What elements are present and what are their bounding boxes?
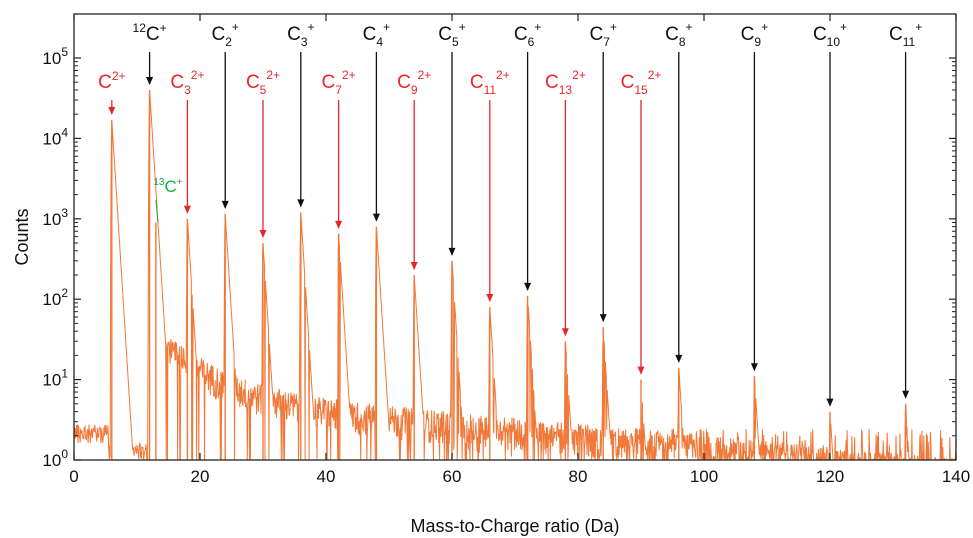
arrow-head bbox=[448, 247, 456, 256]
ion-label: C5+ bbox=[438, 20, 465, 49]
ion-label: C2+ bbox=[211, 20, 238, 49]
arrow-head bbox=[902, 390, 910, 399]
isotope-leader bbox=[155, 199, 159, 223]
y-tick-label: 101 bbox=[42, 367, 68, 390]
arrow-head bbox=[108, 106, 116, 115]
arrow-head bbox=[750, 363, 758, 372]
ion-label: C92+ bbox=[397, 68, 431, 97]
x-axis-title: Mass-to-Charge ratio (Da) bbox=[410, 516, 619, 536]
ion-label: C52+ bbox=[246, 68, 280, 97]
arrow-head bbox=[561, 328, 569, 337]
y-tick-label: 104 bbox=[42, 125, 68, 148]
ion-label: C10+ bbox=[813, 20, 847, 49]
ion-label: C2+ bbox=[98, 69, 125, 93]
y-tick-label: 102 bbox=[42, 286, 68, 309]
arrow-head bbox=[599, 314, 607, 323]
y-tick-label: 100 bbox=[42, 447, 68, 470]
ion-label: C11+ bbox=[889, 20, 922, 49]
arrow-head bbox=[826, 398, 834, 407]
spectrum-layer bbox=[74, 89, 956, 460]
x-tick-label: 120 bbox=[816, 467, 844, 486]
ion-label: C32+ bbox=[170, 68, 204, 97]
spectrum-trace bbox=[74, 93, 956, 460]
arrow-head bbox=[637, 366, 645, 375]
plot-frame bbox=[73, 13, 957, 461]
ion-label: 12C+ bbox=[133, 21, 167, 45]
ion-label: C72+ bbox=[322, 68, 356, 97]
tick-layer: 0 20 40 60 80 100 120 140 100 101 102 103 104 105 bbox=[42, 14, 970, 486]
ion-label: C4+ bbox=[363, 20, 390, 49]
x-tick-label: 80 bbox=[569, 467, 588, 486]
ion-label: C8+ bbox=[665, 20, 692, 49]
arrow-head bbox=[259, 230, 267, 239]
arrow-head bbox=[372, 213, 380, 222]
arrow-layer bbox=[108, 52, 910, 407]
y-axis-title: Counts bbox=[12, 208, 32, 265]
x-tick-label: 60 bbox=[443, 467, 462, 486]
arrow-head bbox=[183, 205, 191, 214]
ion-label: C112+ bbox=[470, 68, 510, 97]
arrow-head bbox=[486, 293, 494, 302]
ion-label: C9+ bbox=[741, 20, 768, 49]
arrow-head bbox=[335, 220, 343, 229]
arrow-head bbox=[297, 199, 305, 208]
annotation-layer: C2+12C+13C+C32+C2+C52+C3+C72+C4+C92+C5+C… bbox=[98, 20, 922, 196]
ion-label: C152+ bbox=[621, 68, 662, 97]
x-tick-label: 140 bbox=[942, 467, 970, 486]
arrow-head bbox=[410, 261, 418, 270]
label-13C+: 13C+ bbox=[153, 177, 182, 196]
y-tick-label: 105 bbox=[42, 45, 68, 68]
x-tick-label: 100 bbox=[690, 467, 718, 486]
arrow-head bbox=[221, 200, 229, 209]
arrow-head bbox=[524, 282, 532, 291]
ion-label: C132+ bbox=[545, 68, 586, 97]
ion-label: C3+ bbox=[287, 20, 314, 49]
y-tick-label: 103 bbox=[42, 206, 68, 229]
x-tick-label: 40 bbox=[317, 467, 336, 486]
arrow-head bbox=[675, 354, 683, 363]
arrow-head bbox=[146, 76, 154, 85]
ion-label: C7+ bbox=[589, 20, 616, 49]
x-tick-label: 0 bbox=[69, 467, 78, 486]
ion-label: C6+ bbox=[514, 20, 541, 49]
x-tick-label: 20 bbox=[191, 467, 210, 486]
